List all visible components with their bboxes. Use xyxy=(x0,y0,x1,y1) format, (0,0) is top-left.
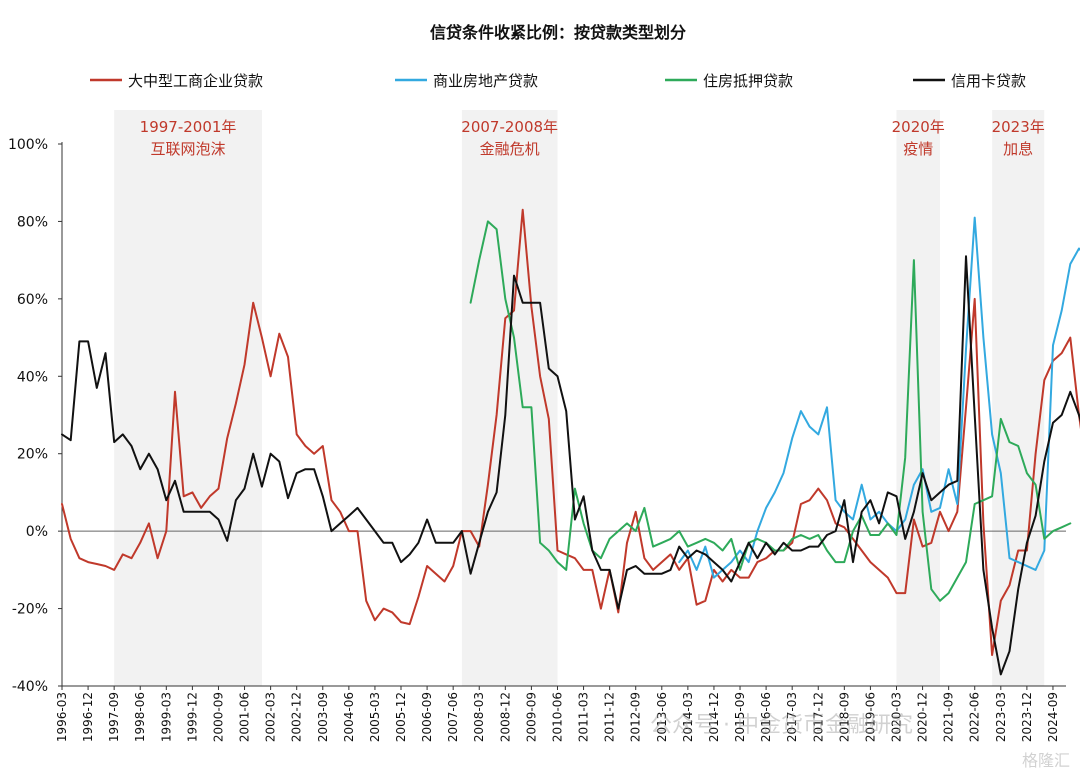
x-tick-label: 2008-03 xyxy=(472,692,486,742)
x-tick-label: 2023-03 xyxy=(994,692,1008,742)
legend: 大中型工商企业贷款 商业房地产贷款 住房抵押贷款 信用卡贷款 xyxy=(90,72,1026,90)
x-tick-label: 2013-06 xyxy=(655,692,669,742)
y-tick-label: 40% xyxy=(17,369,48,385)
shaded-period-1 xyxy=(114,110,262,686)
y-tick-label: 80% xyxy=(17,214,48,230)
x-tick-label: 2001-06 xyxy=(238,692,252,742)
y-tick-label: -20% xyxy=(12,602,48,618)
x-tick-label: 2015-09 xyxy=(733,692,747,742)
shaded-period-label: 1997-2001年 xyxy=(140,118,237,136)
shaded-period-4 xyxy=(992,110,1045,686)
shaded-period-label: 互联网泡沫 xyxy=(151,140,226,158)
x-tick-label: 2000-09 xyxy=(211,692,225,742)
y-tick-label: -40% xyxy=(12,679,48,695)
x-tick-label: 2009-09 xyxy=(524,692,538,742)
x-tick-label: 2022-06 xyxy=(968,692,982,742)
x-tick-label: 2020-12 xyxy=(916,692,930,742)
shaded-period-2 xyxy=(461,110,558,686)
axes: -40% -20% 0% 20% 40% 60% 80% 100% 1996-03 1996-12… xyxy=(8,137,1066,742)
series-line-4 xyxy=(61,255,1080,676)
y-tick-label: 0% xyxy=(26,524,48,540)
x-tick-label: 2011-03 xyxy=(577,692,591,742)
x-tick-label: 2017-03 xyxy=(785,692,799,742)
x-tick-label: 2005-03 xyxy=(368,692,382,742)
series-line-3 xyxy=(469,220,1072,602)
x-tick-label: 1998-06 xyxy=(133,692,147,742)
x-tick-label: 1996-03 xyxy=(55,692,69,742)
series-line-1 xyxy=(61,208,1080,656)
shaded-period-label: 疫情 xyxy=(903,140,933,158)
series-lines xyxy=(61,208,1080,676)
x-tick-label: 2007-06 xyxy=(446,692,460,742)
x-tick-label: 1999-03 xyxy=(159,692,173,742)
x-tick-label: 2020-03 xyxy=(889,692,903,742)
chart-title: 信贷条件收紧比例：按贷款类型划分 xyxy=(430,23,686,42)
x-tick-label: 2019-06 xyxy=(863,692,877,742)
x-tick-label: 2018-09 xyxy=(837,692,851,742)
shaded-period-label: 2020年 xyxy=(892,118,945,136)
x-tick-label: 2011-12 xyxy=(603,692,617,742)
series-line-2 xyxy=(678,216,1080,579)
x-tick-label: 2002-03 xyxy=(264,692,278,742)
legend-label: 信用卡贷款 xyxy=(951,72,1026,90)
shaded-period-label: 2023年 xyxy=(992,118,1045,136)
x-tick-label: 2023-12 xyxy=(1020,692,1034,742)
x-tick-label: 2002-12 xyxy=(290,692,304,742)
x-tick-label: 2014-12 xyxy=(707,692,721,742)
shaded-period-label: 2007-2008年 xyxy=(461,118,558,136)
x-tick-label: 1996-12 xyxy=(81,692,95,742)
x-tick-label: 1997-09 xyxy=(107,692,121,742)
x-tick-label: 2003-09 xyxy=(316,692,330,742)
y-tick-label: 20% xyxy=(17,447,48,463)
legend-label: 住房抵押贷款 xyxy=(703,72,793,90)
x-tick-label: 1999-12 xyxy=(185,692,199,742)
watermark: 公众号 · 中金货币金融研究 xyxy=(650,713,913,738)
x-tick-label: 2017-12 xyxy=(811,692,825,742)
legend-label: 商业房地产贷款 xyxy=(433,72,538,90)
shaded-period-label: 加息 xyxy=(1003,140,1033,158)
x-tick-label: 2012-09 xyxy=(629,692,643,742)
x-tick-label: 2024-09 xyxy=(1046,692,1060,742)
x-tick-label: 2006-09 xyxy=(420,692,434,742)
x-tick-label: 2014-03 xyxy=(681,692,695,742)
legend-label: 大中型工商企业贷款 xyxy=(128,72,263,90)
x-tick-label: 2016-06 xyxy=(759,692,773,742)
x-tick-label: 2010-06 xyxy=(550,692,564,742)
y-tick-label: 100% xyxy=(8,137,48,153)
x-tick-label: 2008-12 xyxy=(498,692,512,742)
x-tick-label: 2021-09 xyxy=(942,692,956,742)
corner-mark: 格隆汇 xyxy=(1022,751,1070,770)
x-tick-label: 2005-12 xyxy=(394,692,408,742)
x-tick-label: 2004-06 xyxy=(342,692,356,742)
y-tick-label: 60% xyxy=(17,292,48,308)
shaded-period-label: 金融危机 xyxy=(480,140,540,158)
